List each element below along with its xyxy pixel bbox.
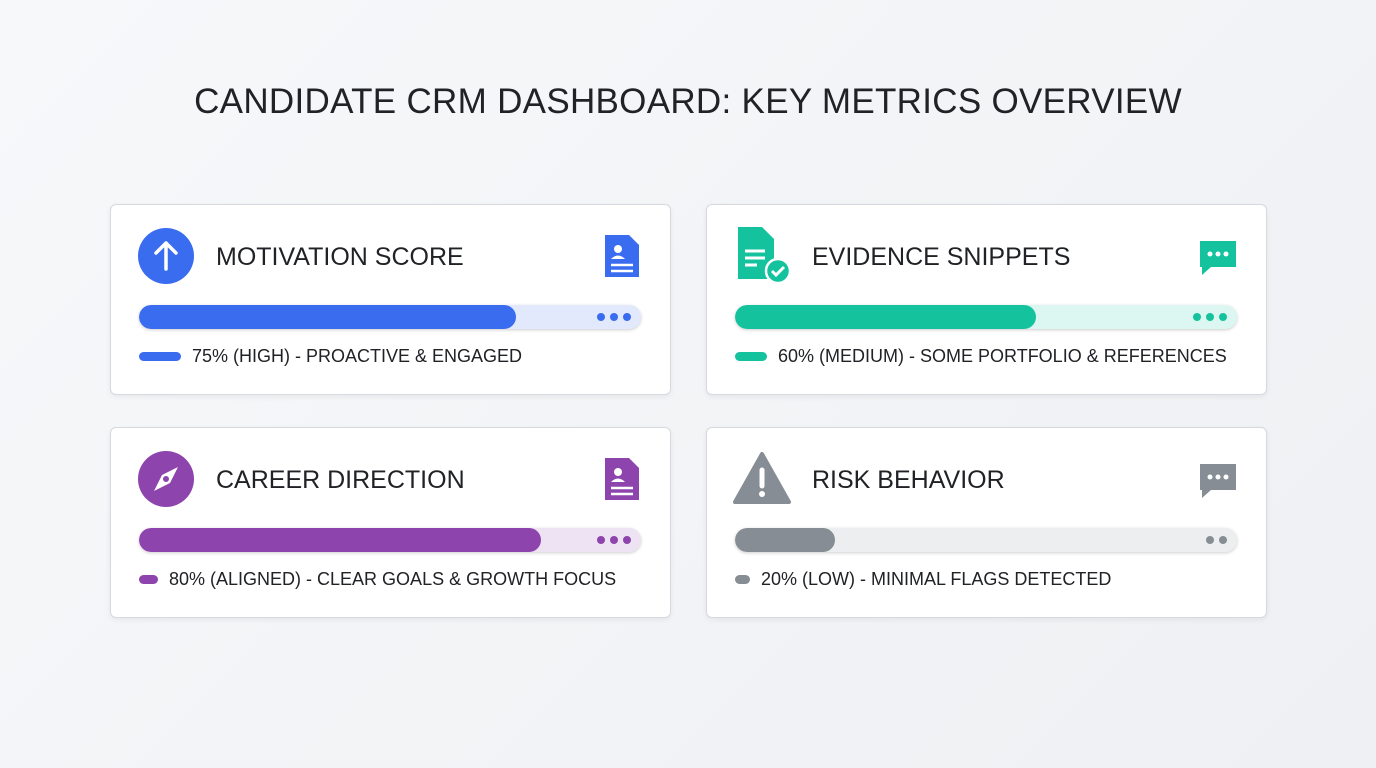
legend-pill <box>139 575 158 584</box>
icon <box>138 228 194 284</box>
dots <box>1193 313 1227 321</box>
dots <box>1206 536 1227 544</box>
progress-track <box>139 305 641 329</box>
progress-track <box>735 305 1237 329</box>
icon <box>733 452 791 504</box>
progress-fill <box>735 528 836 552</box>
card-label: 20% (LOW) - MINIMAL FLAGS DETECTED <box>761 569 1112 589</box>
legend: 20% (LOW) - MINIMAL FLAGS DETECTED <box>735 569 1111 590</box>
chat-icon <box>1200 464 1236 498</box>
legend-pill <box>735 352 767 361</box>
metric-card: MOTIVATION SCORE 75% (HIGH) - PROACTIVE … <box>110 204 671 395</box>
card-label: 75% (HIGH) - PROACTIVE & ENGAGED <box>192 346 523 366</box>
metric-card: CAREER DIRECTION 80% (ALIGNED) - CLEAR G… <box>110 427 671 618</box>
card-title: CAREER DIRECTION <box>216 466 465 494</box>
card-title: EVIDENCE SNIPPETS <box>812 243 1071 271</box>
metric-card: RISK BEHAVIOR 20% (LOW) - MINIMAL FLAGS … <box>706 427 1267 618</box>
legend: 75% (HIGH) - PROACTIVE & ENGAGED <box>139 346 522 367</box>
legend: 60% (MEDIUM) - SOME PORTFOLIO & REFERENC… <box>735 346 1227 367</box>
dots <box>597 313 631 321</box>
card-label: 60% (MEDIUM) - SOME PORTFOLIO & REFERENC… <box>778 346 1227 366</box>
page-title: CANDIDATE CRM DASHBOARD: KEY METRICS OVE… <box>194 82 1182 121</box>
legend-pill <box>139 352 181 361</box>
legend: 80% (ALIGNED) - CLEAR GOALS & GROWTH FOC… <box>139 569 616 590</box>
progress-fill <box>735 305 1037 329</box>
progress-track <box>139 528 641 552</box>
progress-fill <box>139 528 541 552</box>
progress-track <box>735 528 1237 552</box>
legend-pill <box>735 575 750 584</box>
chat-icon <box>1200 241 1236 275</box>
card-title: RISK BEHAVIOR <box>812 466 1005 494</box>
progress-fill <box>139 305 516 329</box>
card-title: MOTIVATION SCORE <box>216 243 464 271</box>
doc-icon <box>605 458 639 500</box>
dots <box>597 536 631 544</box>
icon <box>738 227 792 285</box>
card-label: 80% (ALIGNED) - CLEAR GOALS & GROWTH FOC… <box>169 569 617 589</box>
icon <box>138 451 194 507</box>
metric-card: EVIDENCE SNIPPETS 60% (MEDIUM) - SOME PO… <box>706 204 1267 395</box>
doc-icon <box>605 235 639 277</box>
